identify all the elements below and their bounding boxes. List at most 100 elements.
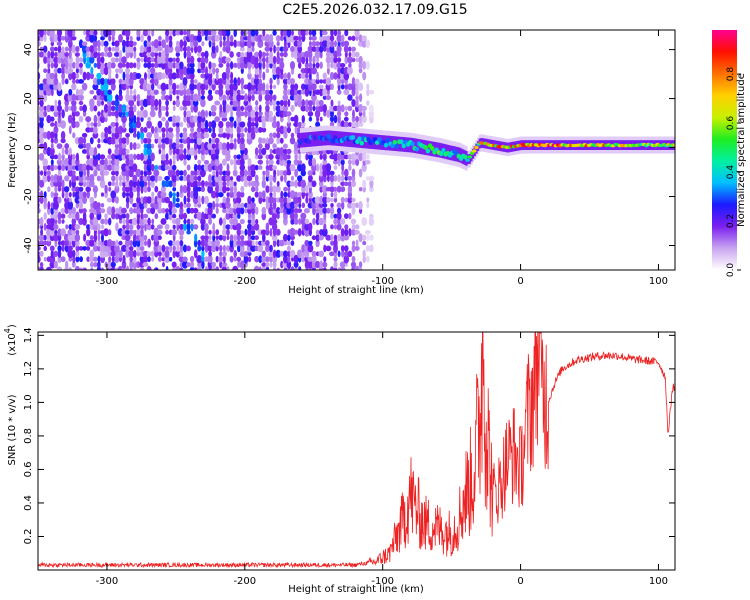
heatmap-cell <box>165 120 170 129</box>
colorbar-tick-label: 0.2 <box>726 214 736 228</box>
heatmap-cell <box>311 93 317 102</box>
heatmap-cell <box>222 185 227 194</box>
heatmap-cell <box>161 116 166 122</box>
ridge-cell <box>430 146 435 151</box>
heatmap-cell <box>351 197 356 203</box>
heatmap-cell <box>308 174 313 183</box>
heatmap-cell <box>78 39 84 49</box>
heatmap-cell <box>318 217 325 226</box>
heatmap-cell <box>175 40 180 47</box>
heatmap-cell <box>101 233 104 243</box>
heatmap-cell <box>60 120 66 129</box>
heatmap-cell <box>143 147 148 156</box>
heatmap-cell <box>236 191 242 199</box>
heatmap-cell <box>161 72 166 80</box>
heatmap-cell <box>246 131 253 140</box>
heatmap-cell <box>45 104 52 113</box>
heatmap-cell <box>247 219 252 224</box>
heatmap-cell <box>75 73 80 79</box>
heatmap-cell <box>229 61 234 70</box>
heatmap-cell <box>38 251 41 257</box>
heatmap-cell <box>183 202 187 208</box>
heatmap-cell <box>53 165 59 170</box>
heatmap-cell <box>47 201 51 210</box>
heatmap-cell <box>169 158 173 166</box>
heatmap-cell <box>315 62 320 69</box>
heatmap-cell <box>58 110 61 118</box>
heatmap-cell <box>287 72 291 80</box>
heatmap-cell <box>297 98 303 108</box>
heatmap-cell <box>160 185 167 193</box>
heatmap-cell <box>72 249 76 258</box>
heatmap-cell <box>355 158 360 166</box>
heatmap-cell <box>56 104 63 112</box>
heatmap-cell <box>70 104 77 113</box>
heatmap-cell <box>276 180 280 187</box>
heatmap-cell <box>54 71 58 81</box>
heatmap-cell <box>64 207 69 214</box>
heatmap-cell <box>93 146 98 157</box>
heatmap-cell <box>272 197 277 203</box>
heatmap-cell <box>139 130 145 140</box>
heatmap-cell <box>168 39 173 48</box>
heatmap-cell <box>262 174 266 183</box>
heatmap-cell <box>61 77 65 85</box>
heatmap-cell <box>64 52 70 57</box>
heatmap-cell <box>86 256 91 263</box>
heatmap-cell <box>300 212 307 220</box>
heatmap-cell <box>168 240 174 247</box>
heatmap-cell <box>169 244 173 253</box>
heatmap-cell <box>308 41 312 47</box>
heatmap-cell <box>171 261 177 268</box>
heatmap-cell <box>239 141 246 151</box>
heatmap-cell <box>358 168 363 178</box>
heatmap-cell <box>196 34 202 43</box>
heatmap-cell <box>114 46 120 53</box>
heatmap-cell <box>305 196 309 204</box>
heatmap-cell <box>250 116 256 122</box>
heatmap-cell <box>311 79 317 84</box>
heatmap-cell <box>368 104 374 113</box>
heatmap-cell <box>74 61 81 69</box>
heatmap-cell <box>78 186 84 192</box>
heatmap-cell <box>229 159 234 166</box>
heatmap-cell <box>150 250 155 257</box>
heatmap-cell <box>218 141 224 151</box>
heatmap-cell <box>361 39 368 48</box>
heatmap-cell <box>125 223 130 231</box>
heatmap-cell <box>60 256 66 263</box>
heatmap-cell <box>175 132 180 138</box>
heatmap-cell <box>323 256 327 263</box>
heatmap-cell <box>318 104 324 112</box>
heatmap-cell <box>75 152 79 161</box>
heatmap-cell <box>110 57 116 63</box>
heatmap-cell <box>53 192 59 198</box>
heatmap-cell <box>215 191 219 198</box>
heatmap-cell <box>115 94 119 101</box>
snr-panel: -300 -200 -100 0 100 0.20.40.60.81.01.21.4 H… <box>3 324 676 595</box>
heatmap-cell <box>282 153 288 161</box>
heatmap-cell <box>64 99 69 107</box>
heatmap-cell <box>179 170 184 176</box>
heatmap-cell <box>153 62 159 69</box>
heatmap-cell <box>160 153 167 161</box>
heatmap-cell <box>100 203 105 208</box>
heatmap-cell <box>63 239 70 247</box>
heatmap-cell <box>146 143 153 150</box>
heatmap-cell <box>153 131 159 140</box>
heatmap-cell <box>115 122 119 127</box>
heatmap-cell <box>200 164 205 171</box>
heatmap-cell <box>164 66 170 76</box>
heatmap-cell <box>110 62 116 69</box>
heatmap-cell <box>290 240 295 247</box>
y-tick-label: 0.2 <box>23 529 34 545</box>
heatmap-cell <box>197 68 202 74</box>
heatmap-cell <box>38 83 45 91</box>
heatmap-cell <box>154 98 159 108</box>
heatmap-cell <box>315 99 320 107</box>
heatmap-cell <box>294 168 298 178</box>
heatmap-cell <box>290 132 295 138</box>
heatmap-cell <box>196 132 202 139</box>
heatmap-cell <box>347 56 353 64</box>
